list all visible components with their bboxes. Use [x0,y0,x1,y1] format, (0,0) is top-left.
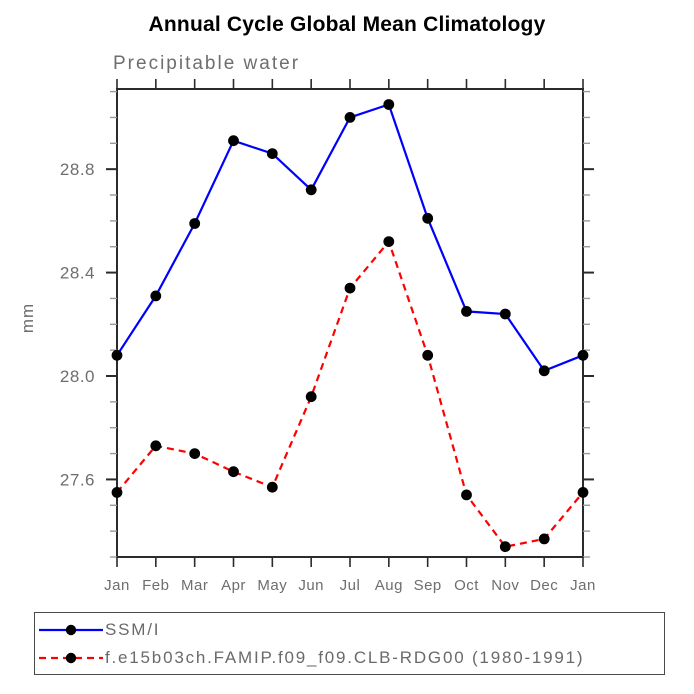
x-tick-label: Jan [104,577,130,594]
plot-frame [116,88,584,558]
x-tick-label: Dec [530,577,558,594]
legend-label-ssmi: SSM/I [105,620,161,639]
chart-subtitle: Precipitable water [113,53,301,74]
data-point-marker [538,533,550,545]
x-tick-label: Aug [375,577,403,594]
x-tick-label: Sep [414,577,442,594]
x-tick-label: Jan [570,577,596,594]
data-point-marker [344,282,356,294]
data-point-marker [228,466,239,478]
data-point-marker [150,290,162,302]
data-point-marker [499,308,511,320]
x-tick-label: Jul [340,577,361,594]
data-point-marker [189,218,201,229]
data-point-marker [305,391,317,403]
legend-label-model: f.e15b03ch.FAMIP.f09_f09.CLB-RDG00 (1980… [105,648,585,667]
x-tick-label: May [257,577,287,594]
data-point-marker [422,349,434,361]
x-tick-label: Mar [181,577,208,594]
data-point-marker [111,487,123,498]
legend-entry-model: f.e15b03ch.FAMIP.f09_f09.CLB-RDG00 (1980… [35,644,664,672]
data-point-marker [577,349,589,361]
data-point-marker [266,148,278,160]
x-tick-label: Jun [298,577,324,594]
data-point-marker [422,212,434,224]
legend-sample-line-red [39,652,103,664]
data-point-marker [538,365,550,377]
chart-title: Annual Cycle Global Mean Climatology [148,13,546,36]
data-point-marker [189,448,201,459]
y-tick-label: 28.4 [60,264,95,283]
x-tick-label: Feb [142,577,169,594]
data-point-marker [577,487,589,498]
legend-entry-ssmi: SSM/I [35,616,664,644]
y-tick-label: 27.6 [60,470,95,489]
data-point-marker [228,135,239,147]
data-point-marker [383,99,395,110]
y-tick-label: 28.8 [60,160,95,179]
x-tick-label: Nov [491,577,519,594]
data-point-marker [344,112,356,123]
x-tick-label: Oct [454,577,479,594]
data-point-marker [305,184,317,196]
data-point-marker [499,541,511,553]
data-point-marker [266,481,278,493]
data-point-marker [461,306,472,317]
data-point-marker [461,489,472,501]
legend-sample-line-blue [39,624,103,636]
y-tick-label: 28.0 [60,367,95,386]
x-tick-label: Apr [221,577,246,594]
series-line-solid [116,103,584,373]
data-point-marker [111,349,123,361]
legend-box: SSM/I f.e15b03ch.FAMIP.f09_f09.CLB-RDG00… [34,612,665,675]
data-point-marker [383,236,395,248]
data-point-marker [150,440,162,452]
